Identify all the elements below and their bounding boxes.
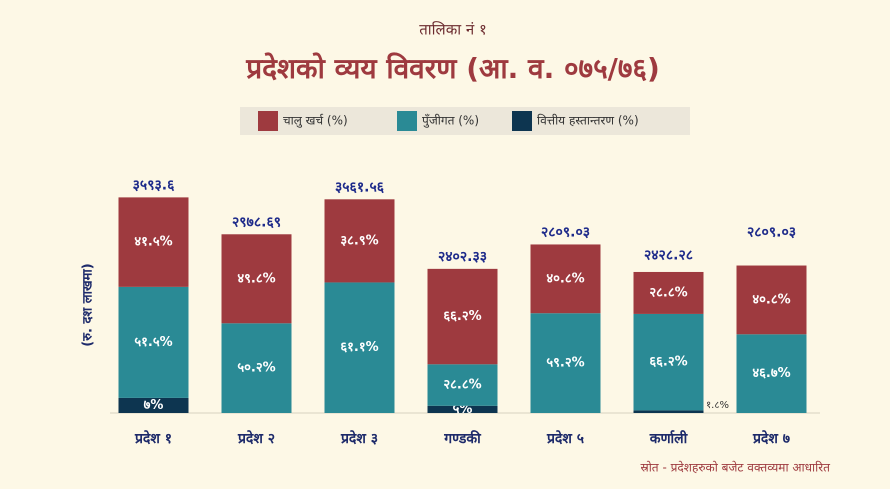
- x-tick-label: प्रदेश १: [134, 430, 172, 447]
- legend-swatch: [512, 111, 532, 131]
- legend-label: वित्तीय हस्तान्तरण (%): [537, 114, 639, 128]
- bar-segment: [427, 364, 498, 406]
- value-label: ३८.९%: [340, 233, 378, 248]
- value-label: ६६.२%: [443, 309, 481, 324]
- bar-segment: [736, 334, 807, 413]
- x-tick-label: कर्णाली: [649, 430, 689, 447]
- bar-segment: [633, 271, 704, 314]
- total-label: २९७८.६९: [232, 214, 281, 230]
- value-label: ४०.८%: [752, 292, 790, 307]
- value-label: ४६.७%: [752, 366, 790, 381]
- total-label: २८०९.०३: [541, 224, 590, 240]
- bar-segment: [427, 268, 498, 365]
- bar-segment: [324, 282, 395, 413]
- value-label: ७%: [144, 398, 164, 413]
- value-label: ४०.८%: [546, 271, 584, 286]
- bar-segment: [633, 410, 704, 413]
- x-tick-label: प्रदेश २: [237, 430, 275, 447]
- bar-segment: [324, 199, 395, 283]
- value-label: ६१.१%: [340, 340, 378, 355]
- value-label: ५१.५%: [134, 335, 172, 350]
- chart-title: प्रदेशको व्यय विवरण (आ. व. ०७५/७६): [245, 52, 660, 85]
- legend-swatch: [397, 111, 417, 131]
- value-label: २८.८%: [443, 378, 481, 393]
- value-label: ४९.८%: [237, 271, 275, 286]
- bar-segment: [118, 286, 189, 398]
- bar-segment: [530, 313, 601, 413]
- x-tick-label: गण्डकी: [443, 430, 482, 447]
- value-label: ५९.२%: [546, 356, 584, 371]
- source-note: स्रोत - प्रदेशहरुको बजेट वक्तव्यमा आधारि…: [640, 461, 831, 475]
- value-label: २८.८%: [649, 285, 687, 300]
- x-tick-label: प्रदेश ५: [546, 430, 584, 447]
- legend-label: पुँजीगत (%): [422, 114, 479, 129]
- total-label: २४०२.३३: [438, 249, 487, 265]
- value-label: ६६.२%: [649, 355, 687, 370]
- bar-segment: [530, 244, 601, 314]
- bar-segment: [221, 323, 292, 413]
- legend-box: [240, 107, 690, 135]
- bar-segment: [118, 397, 189, 413]
- total-label: ३५९३.६: [133, 177, 175, 193]
- bar-segment: [736, 265, 807, 335]
- value-label: ५०.२%: [237, 361, 275, 376]
- chart-subtitle: तालिका नं १: [419, 21, 487, 39]
- x-tick-label: प्रदेश ७: [752, 430, 790, 447]
- total-label: २८०९.०३: [747, 224, 796, 240]
- legend-swatch: [258, 111, 278, 131]
- x-tick-label: प्रदेश ३: [340, 430, 378, 447]
- bar-segment: [633, 313, 704, 411]
- legend-label: चालु खर्च (%): [283, 114, 348, 129]
- value-label: १.८%: [706, 400, 729, 411]
- value-label: ४१.५%: [134, 235, 172, 250]
- bar-segment: [221, 234, 292, 324]
- bar-segment: [427, 405, 498, 413]
- bar-segment: [118, 197, 189, 287]
- total-label: २४२८.२८: [644, 247, 693, 263]
- total-label: ३५६१.५६: [335, 179, 385, 195]
- y-axis-label: (रु. दश लाखमा): [81, 263, 96, 346]
